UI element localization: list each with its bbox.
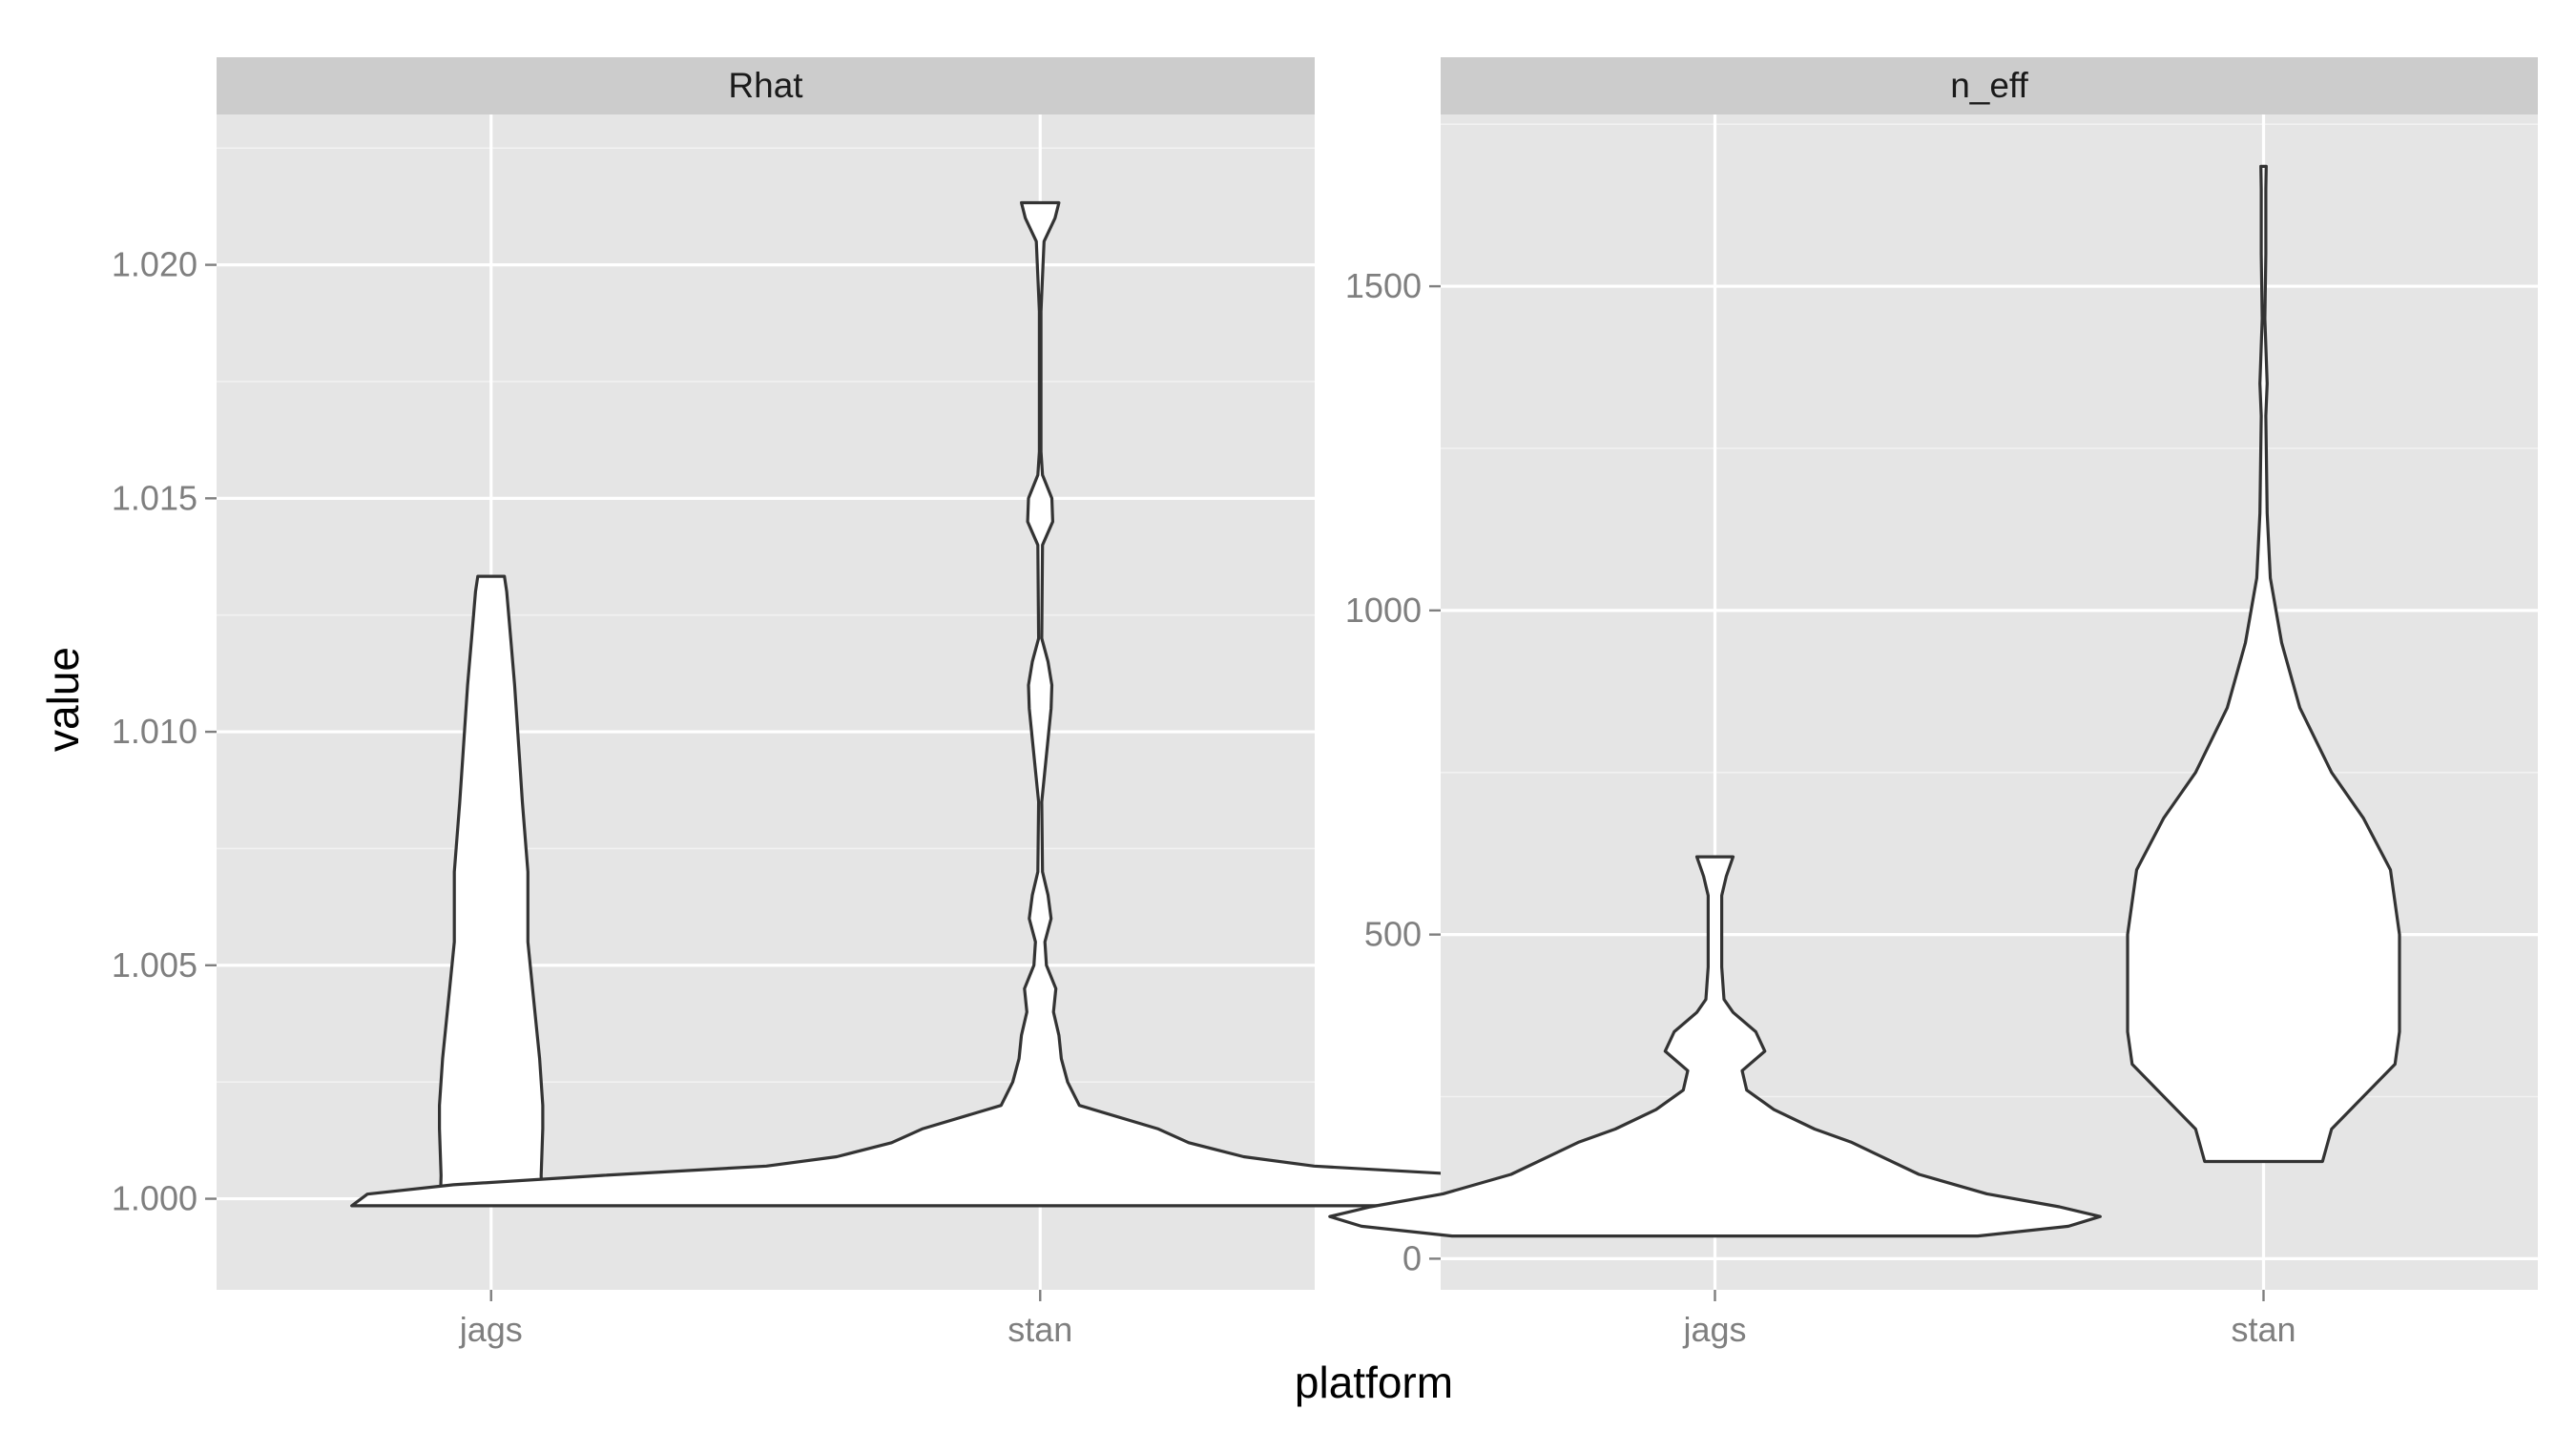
violin-stan	[350, 200, 1731, 1208]
x-tick-label: stan	[2231, 1310, 2296, 1349]
violin-jags	[438, 574, 545, 1208]
x-tick-label: jags	[1682, 1310, 1746, 1349]
y-tick-label: 1.010	[112, 712, 197, 751]
x-tick-label: jags	[459, 1310, 523, 1349]
y-tick-label: 1.015	[112, 478, 197, 517]
y-tick-label: 1000	[1345, 591, 1422, 630]
violin-stan	[2126, 164, 2401, 1164]
facet-panel-n-eff: n_eff 0 500 1000 1500 jags stan	[1328, 57, 2538, 1349]
y-axis-title: value	[38, 647, 88, 752]
y-tick-label: 1.005	[112, 945, 197, 985]
x-tick-label: stan	[1008, 1310, 1072, 1349]
y-tick-label: 1.000	[112, 1179, 197, 1218]
facet-strip-label: n_eff	[1950, 66, 2028, 105]
panel-background	[1441, 114, 2538, 1290]
violin-jags	[1328, 855, 2102, 1238]
facet-strip-label: Rhat	[728, 66, 803, 105]
facet-strip	[217, 57, 1315, 114]
y-tick-label: 500	[1364, 915, 1422, 954]
facet-strip	[1441, 57, 2538, 114]
x-axis-title: platform	[1295, 1358, 1453, 1407]
y-tick-label: 1500	[1345, 266, 1422, 305]
y-tick-label: 1.020	[112, 245, 197, 284]
y-tick-label: 0	[1402, 1238, 1422, 1277]
panel-background	[217, 114, 1315, 1290]
facet-panel-rhat: Rhat 1.000 1.005 1.010 1.015 1.020 jags stan	[112, 57, 1731, 1349]
